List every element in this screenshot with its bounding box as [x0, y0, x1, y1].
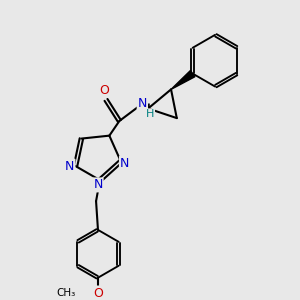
- Text: CH₃: CH₃: [57, 288, 76, 298]
- Text: O: O: [99, 84, 109, 97]
- Polygon shape: [171, 70, 195, 89]
- Text: N: N: [138, 97, 147, 110]
- Text: N: N: [93, 178, 103, 191]
- Text: H: H: [146, 109, 154, 119]
- Text: N: N: [120, 157, 129, 170]
- Text: N: N: [65, 160, 74, 172]
- Text: O: O: [93, 286, 103, 299]
